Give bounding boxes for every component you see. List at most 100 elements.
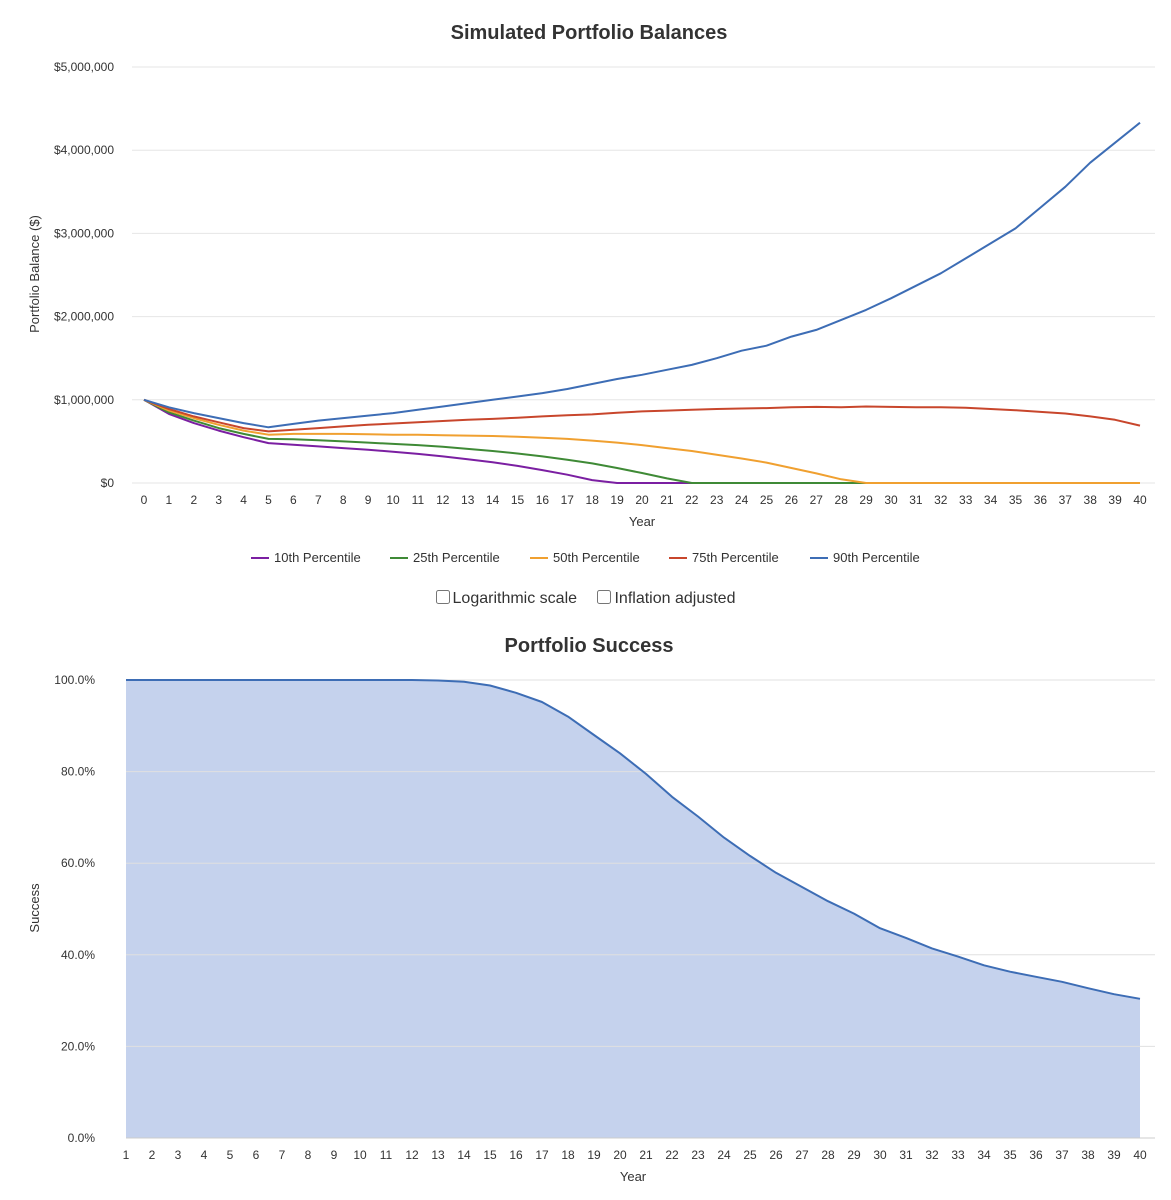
x-tick-label: 37 <box>1055 1148 1069 1162</box>
x-tick-label: 30 <box>873 1148 887 1162</box>
legend-entry[interactable]: 25th Percentile <box>413 550 500 565</box>
x-tick-label: 34 <box>977 1148 991 1162</box>
y-tick-label: 80.0% <box>61 765 95 779</box>
log-scale-label: Logarithmic scale <box>452 590 578 607</box>
x-tick-label: 34 <box>984 493 998 507</box>
success-area-fill <box>126 680 1140 1138</box>
x-tick-label: 35 <box>1003 1148 1017 1162</box>
x-tick-label: 25 <box>760 493 774 507</box>
x-tick-label: 22 <box>665 1148 679 1162</box>
inflation-option[interactable]: Inflation adjusted <box>597 590 735 608</box>
x-tick-label: 3 <box>175 1148 182 1162</box>
x-tick-label: 39 <box>1108 493 1122 507</box>
inflation-adjusted-label: Inflation adjusted <box>614 590 736 607</box>
inflation-adjusted-checkbox[interactable] <box>597 590 612 604</box>
legend-entry[interactable]: 10th Percentile <box>274 550 361 565</box>
x-tick-label: 24 <box>735 493 749 507</box>
y-tick-label: 0.0% <box>68 1131 96 1145</box>
x-tick-label: 4 <box>240 493 247 507</box>
x-tick-label: 23 <box>710 493 724 507</box>
log-scale-checkbox[interactable] <box>435 590 450 604</box>
legend-entry[interactable]: 90th Percentile <box>833 550 920 565</box>
portfolio-balances-chart: Simulated Portfolio Balances $0 $1,000,00… <box>27 22 1155 565</box>
x-tick-label: 1 <box>123 1148 130 1162</box>
portfolio-success-chart: Portfolio Success 0.0%20.0%40.0%60.0%80.… <box>27 635 1155 1184</box>
x-tick-label: 12 <box>405 1148 419 1162</box>
x-tick-label: 38 <box>1081 1148 1095 1162</box>
x-tick-label: 40 <box>1133 1148 1147 1162</box>
x-tick-label: 22 <box>685 493 699 507</box>
success-line-path <box>126 679 1141 1000</box>
x-tick-label: 37 <box>1059 493 1073 507</box>
x-axis-label: Year <box>620 1169 647 1184</box>
x-tick-label: 28 <box>835 493 849 507</box>
y-tick-labels: 0.0% 20.0% 40.0% 60.0% 80.0% 100.0% <box>54 673 95 1145</box>
log-scale-option[interactable]: Logarithmic scale <box>435 590 578 608</box>
x-tick-label: 33 <box>959 493 973 507</box>
x-tick-label: 7 <box>279 1148 286 1162</box>
success-line <box>126 679 1141 1000</box>
legend-entry[interactable]: 75th Percentile <box>692 550 779 565</box>
x-tick-label: 16 <box>509 1148 523 1162</box>
x-tick-label: 14 <box>486 493 500 507</box>
legend-entry[interactable]: 50th Percentile <box>553 550 640 565</box>
x-tick-label: 29 <box>847 1148 861 1162</box>
x-tick-label: 13 <box>431 1148 445 1162</box>
x-tick-label: 2 <box>190 493 197 507</box>
x-tick-label: 10 <box>386 493 400 507</box>
y-tick-label: $3,000,000 <box>54 226 114 240</box>
x-tick-label: 8 <box>340 493 347 507</box>
x-tick-label: 29 <box>859 493 873 507</box>
x-tick-label: 8 <box>305 1148 312 1162</box>
x-tick-label: 39 <box>1107 1148 1121 1162</box>
x-tick-label: 11 <box>412 493 425 507</box>
x-tick-label: 32 <box>925 1148 939 1162</box>
y-gridlines <box>126 679 1155 1139</box>
x-tick-label: 0 <box>141 493 148 507</box>
x-tick-label: 18 <box>561 1148 575 1162</box>
x-tick-label: 38 <box>1084 493 1098 507</box>
x-tick-label: 31 <box>899 1148 913 1162</box>
y-axis-label: Portfolio Balance ($) <box>27 215 42 333</box>
y-axis-label: Success <box>27 883 42 933</box>
x-tick-label: 11 <box>380 1148 393 1162</box>
chart-title: Simulated Portfolio Balances <box>451 22 728 44</box>
x-tick-label: 28 <box>821 1148 835 1162</box>
x-tick-label: 21 <box>660 493 674 507</box>
x-tick-label: 32 <box>934 493 948 507</box>
series-lines <box>143 121 1141 484</box>
legend: 10th Percentile 25th Percentile 50th Perce… <box>251 550 920 565</box>
x-tick-label: 26 <box>785 493 799 507</box>
x-tick-label: 17 <box>535 1148 549 1162</box>
x-tick-label: 6 <box>290 493 297 507</box>
x-tick-label: 5 <box>265 493 272 507</box>
x-tick-label: 15 <box>483 1148 497 1162</box>
x-tick-label: 2 <box>149 1148 156 1162</box>
x-tick-label: 13 <box>461 493 475 507</box>
x-tick-label: 15 <box>511 493 525 507</box>
x-tick-label: 20 <box>635 493 649 507</box>
x-tick-label: 24 <box>717 1148 731 1162</box>
x-tick-label: 20 <box>613 1148 627 1162</box>
x-tick-label: 10 <box>353 1148 367 1162</box>
x-tick-label: 12 <box>436 493 450 507</box>
x-tick-label: 27 <box>795 1148 809 1162</box>
x-tick-label: 4 <box>201 1148 208 1162</box>
x-tick-label: 3 <box>215 493 222 507</box>
chart-options: Logarithmic scale Inflation adjusted <box>0 590 1171 608</box>
x-tick-label: 31 <box>909 493 923 507</box>
series-line <box>143 398 1140 484</box>
y-tick-label: 20.0% <box>61 1039 95 1053</box>
y-tick-label: $1,000,000 <box>54 393 114 407</box>
success-area <box>126 680 1140 1138</box>
y-tick-label: $2,000,000 <box>54 310 114 324</box>
x-tick-label: 18 <box>586 493 600 507</box>
x-tick-label: 30 <box>884 493 898 507</box>
x-tick-labels: 0 1 2 3 4 5 6 7 8 9 10 11 12 13 14 15 16 17 18 19 20 21 22 23 24… <box>141 493 1147 507</box>
y-tick-label: 40.0% <box>61 948 95 962</box>
y-tick-label: $5,000,000 <box>54 60 114 74</box>
x-tick-label: 26 <box>769 1148 783 1162</box>
x-tick-label: 21 <box>639 1148 653 1162</box>
x-tick-label: 7 <box>315 493 322 507</box>
y-gridlines <box>132 66 1155 484</box>
